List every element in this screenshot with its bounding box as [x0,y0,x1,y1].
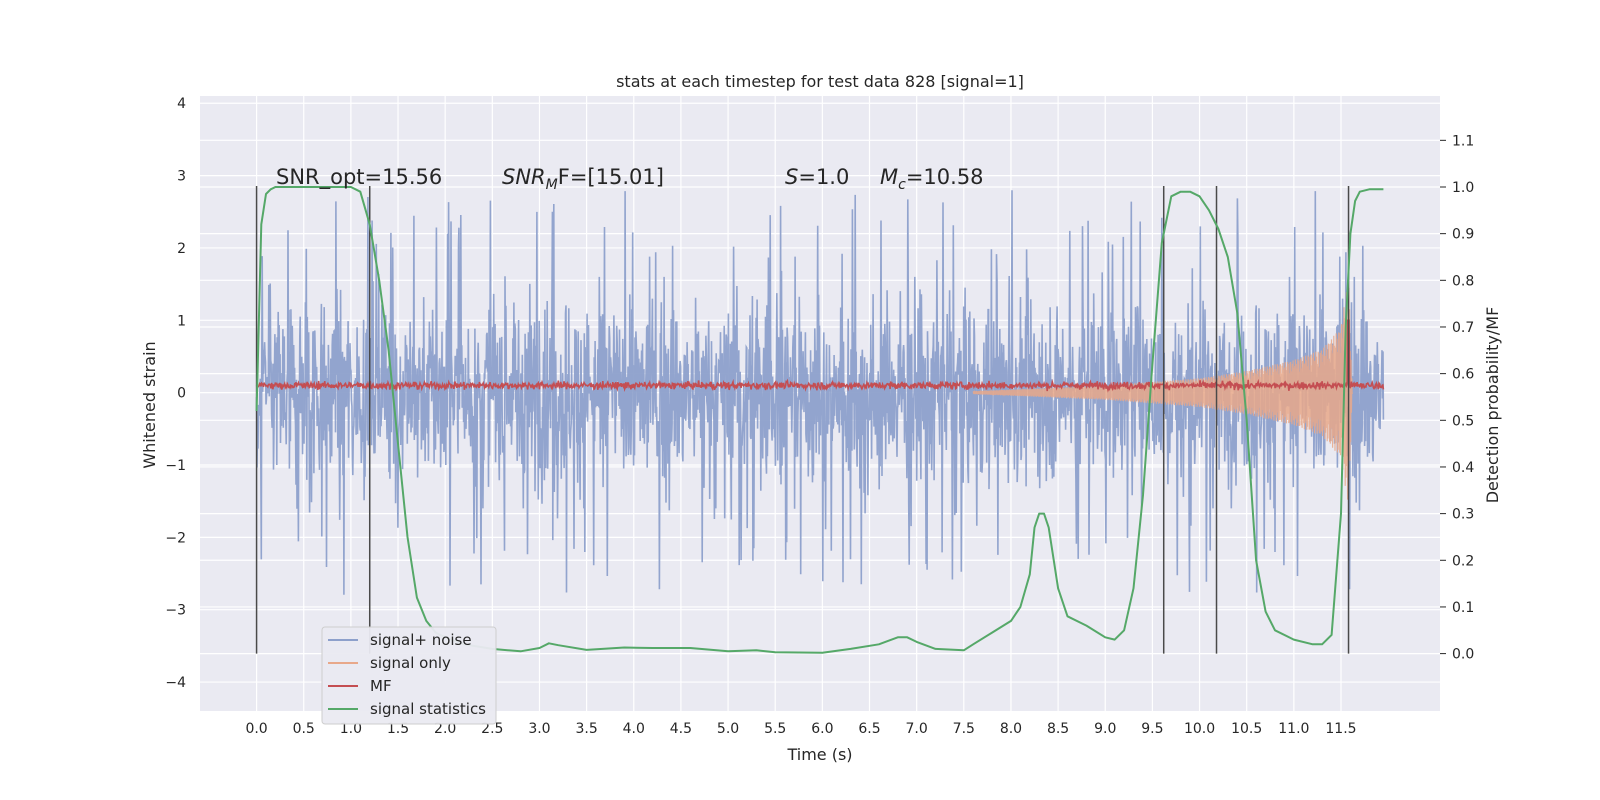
x-tick-label: 2.0 [434,721,456,737]
x-tick-label: 7.0 [906,721,928,737]
vertical-markers [255,185,1350,654]
annotation-snr-mf-subscript: M [546,177,558,193]
y-tick-label: −2 [165,530,186,546]
y2-tick-labels: 1.1 1.0 0.9 0.8 0.7 0.6 0.5 0.4 0.3 0.2 0.1 0.0 [1440,133,1474,663]
x-tick-label: 5.5 [764,721,786,737]
y2-tick-label: 0.1 [1452,600,1474,616]
mf-line [255,319,1385,393]
x-tick-label: 10.5 [1231,721,1262,737]
y2-axis-label: Detection probability/MF [1483,307,1502,504]
annotation-mc-subscript: c [898,177,906,193]
x-tick-labels: 0.0 0.5 1.0 1.5 2.0 2.5 3.0 3.5 4.0 4.5 5.0 5.5 6.0 6… [245,721,1356,737]
x-tick-label: 1.5 [387,721,409,737]
x-tick-label: 4.0 [623,721,645,737]
y2-tick-label: 0.8 [1452,273,1474,289]
annotation-snr-opt: SNR_opt=15.56 [276,165,442,190]
y2-tick-label: 1.0 [1452,180,1474,196]
y2-tick-label: 0.4 [1452,460,1474,476]
annotation-s: S=1.0 [785,165,849,189]
x-tick-label: 11.5 [1325,721,1356,737]
y-tick-label: 0 [177,386,186,402]
x-tick-label: 0.0 [245,721,267,737]
y2-tick-label: 0.0 [1452,647,1474,663]
annotation-snr-mf: SNRMF=[15.01] [502,165,664,193]
y2-tick-label: 0.7 [1452,320,1474,336]
y2-tick-label: 1.1 [1452,133,1474,149]
x-tick-label: 3.0 [528,721,550,737]
x-tick-label: 3.5 [575,721,597,737]
signal-statistics-line [255,186,1384,654]
x-axis-label: Time (s) [786,745,852,764]
legend: signal+ noise signal only MF signal stat… [321,626,497,725]
series-signal-statistics [255,186,1384,654]
legend-label-signal-only: signal only [370,654,451,672]
y-tick-labels: 4 3 2 1 0 −1 −2 −3 −4 [165,96,186,691]
x-tick-label: 10.0 [1184,721,1215,737]
y2-tick-label: 0.6 [1452,367,1474,383]
x-tick-label: 5.0 [717,721,739,737]
x-tick-label: 4.5 [670,721,692,737]
annotation-mc-value: =10.58 [906,165,984,189]
series-signal-plus-noise [255,190,1385,595]
x-tick-label: 1.0 [340,721,362,737]
y-axis-label: Whitened strain [140,341,159,468]
annotation-mc: Mc=10.58 [880,165,984,193]
series-mf [255,319,1385,393]
x-tick-label: 8.5 [1047,721,1069,737]
y-tick-label: 4 [177,96,186,112]
signal-only-line [972,287,1353,500]
annotation-s-value: =1.0 [798,165,849,189]
y2-tick-label: 0.2 [1452,553,1474,569]
annotation-snr-mf-symbol: SNR [502,165,546,189]
legend-box [321,626,497,725]
series-signal-only [972,287,1353,500]
y-tick-label: −4 [165,675,186,691]
y-tick-label: 1 [177,313,186,329]
legend-label-signal-plus-noise: signal+ noise [370,631,472,649]
y-tick-label: −1 [165,458,186,474]
legend-label-mf: MF [370,677,392,695]
y2-tick-label: 0.9 [1452,227,1474,243]
y2-tick-label: 0.5 [1452,413,1474,429]
annotation-mc-symbol: M [880,165,898,189]
y-tick-label: 3 [177,169,186,185]
x-tick-label: 0.5 [293,721,315,737]
legend-label-signal-statistics: signal statistics [370,700,486,718]
y-tick-label: −3 [165,603,186,619]
y2-tick-label: 0.3 [1452,507,1474,523]
x-tick-label: 6.0 [811,721,833,737]
x-tick-label: 7.5 [953,721,975,737]
x-tick-label: 11.0 [1278,721,1309,737]
signal-plus-noise-line [255,190,1385,595]
annotation-s-symbol: S [785,165,798,189]
x-tick-label: 6.5 [858,721,880,737]
x-tick-label: 8.0 [1000,721,1022,737]
x-tick-label: 9.5 [1141,721,1163,737]
y-tick-label: 2 [177,241,186,257]
chart-title: stats at each timestep for test data 828… [616,72,1024,91]
x-tick-label: 9.0 [1094,721,1116,737]
annotation-snr-mf-value: F=[15.01] [558,165,664,189]
x-tick-label: 2.5 [481,721,503,737]
